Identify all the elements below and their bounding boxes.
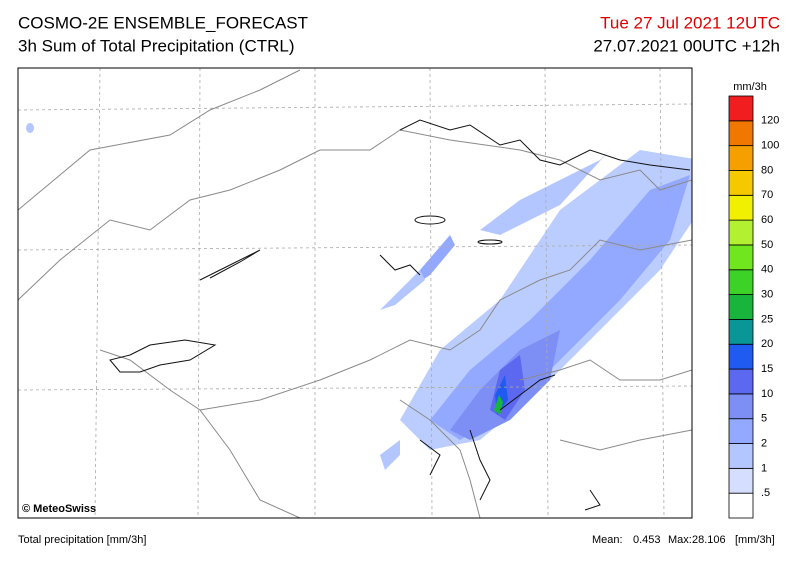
colorbar-box: [728, 319, 754, 345]
colorbar-label: 70: [761, 189, 773, 201]
precipitation: [26, 123, 692, 470]
mean-label: Mean:: [592, 534, 623, 546]
colorbar-box: [728, 393, 754, 420]
colorbar-unit: mm/3h: [733, 81, 767, 93]
colorbar-label: 40: [761, 264, 773, 276]
coast-lakes: [109, 119, 691, 511]
credit: © MeteoSwiss: [22, 503, 96, 515]
colorbar-box: [728, 492, 754, 519]
colorbar-box: [728, 95, 754, 122]
colorbar-label: 10: [761, 388, 773, 400]
colorbar-box: [728, 219, 754, 246]
colorbar-box: [728, 269, 754, 295]
grid: [18, 68, 692, 518]
borders: [18, 69, 692, 518]
valid-time: Tue 27 Jul 2021 12UTC: [600, 13, 780, 32]
map: © MeteoSwiss: [17, 67, 693, 519]
colorbar-label: 120: [761, 115, 779, 127]
subtitle: 3h Sum of Total Precipitation (CTRL): [18, 36, 295, 55]
colorbar-label: 5: [761, 413, 767, 425]
colorbar-label: 100: [761, 140, 779, 152]
colorbar-label: 20: [761, 338, 773, 350]
colorbar-box: [728, 244, 754, 271]
colorbar-label: 50: [761, 239, 773, 251]
colorbar-box: [728, 368, 754, 395]
colorbar-label: 2: [761, 437, 767, 449]
colorbar-box: [728, 294, 754, 320]
colorbar-label: 80: [761, 164, 773, 176]
colorbar-label: 25: [761, 313, 773, 325]
max-value: 28.106: [692, 534, 726, 546]
colorbar-box: [728, 145, 754, 171]
footer-unit: [mm/3h]: [735, 534, 775, 546]
colorbar-box: [728, 418, 754, 444]
colorbar-label: 30: [761, 288, 773, 300]
colorbar-box: [728, 443, 754, 469]
title: COSMO-2E ENSEMBLE_FORECAST: [18, 13, 308, 32]
colorbar-label: .5: [761, 487, 770, 499]
colorbar-box: [728, 120, 754, 147]
colorbar-box: [728, 194, 754, 221]
run-time: 27.07.2021 00UTC +12h: [593, 36, 780, 55]
footer-label: Total precipitation [mm/3h]: [18, 534, 146, 546]
colorbar-box: [728, 170, 754, 196]
colorbar-label: 1: [761, 462, 767, 474]
colorbar-box: [728, 343, 754, 370]
colorbar-label: 15: [761, 363, 773, 375]
max-label: Max:: [668, 534, 692, 546]
colorbar-label: 60: [761, 214, 773, 226]
colorbar-box: [728, 467, 754, 494]
mean-value: 0.453: [633, 534, 661, 546]
